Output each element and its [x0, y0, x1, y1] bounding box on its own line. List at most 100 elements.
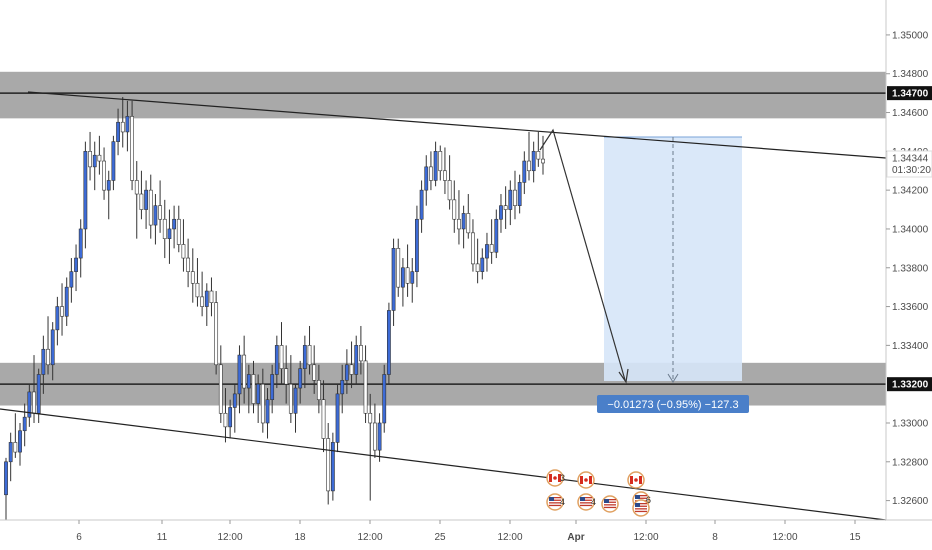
candle-body: [344, 364, 349, 381]
candle-body: [148, 189, 153, 226]
candle-body: [424, 166, 429, 191]
price-scale[interactable]: 1.350001.348001.346001.344001.342001.340…: [886, 30, 929, 507]
candle-body: [377, 422, 382, 451]
y-tick-label: 1.34000: [892, 224, 929, 235]
canada-flag-icon[interactable]: [577, 471, 595, 489]
candle-body: [372, 422, 377, 451]
resistance-zone: [0, 71, 886, 119]
economic-events[interactable]: 3 4 4 6: [546, 469, 651, 517]
x-tick-label: 18: [294, 532, 306, 543]
svg-text:1.34344: 1.34344: [892, 154, 929, 165]
candle-body: [307, 345, 312, 366]
candle-body: [246, 374, 251, 389]
candle-body: [153, 205, 158, 226]
candle-body: [158, 205, 162, 220]
candle-body: [74, 257, 78, 272]
candle-body: [256, 383, 261, 404]
x-tick-label: 12:00: [217, 532, 242, 543]
position-result-label[interactable]: −0.01273 (−0.95%) −127.3: [597, 395, 749, 413]
x-tick-label: Apr: [567, 532, 584, 543]
us-flag-icon[interactable]: [632, 499, 650, 517]
candle-body: [274, 345, 279, 375]
candle-body: [46, 348, 50, 366]
canada-flag-icon[interactable]: [627, 471, 645, 489]
candle-body: [88, 151, 92, 168]
candle-body: [480, 257, 485, 272]
y-tick-label: 1.34800: [892, 69, 929, 80]
candle-body: [32, 391, 36, 414]
event-count: 4: [591, 497, 596, 507]
candle-body: [214, 302, 219, 366]
candle-body: [382, 374, 387, 424]
current-price-label: 1.34344 01:30:20: [886, 150, 932, 178]
candle-body: [209, 290, 214, 303]
us-flag-icon[interactable]: 4: [546, 493, 565, 511]
candle-body: [83, 151, 88, 230]
candle-body: [181, 244, 186, 259]
support-price-label: 1.33200: [887, 377, 932, 392]
candle-body: [419, 189, 424, 220]
x-tick-label: 11: [157, 532, 168, 543]
candle-body: [321, 399, 326, 439]
candle-body: [242, 354, 247, 389]
x-tick-label: 6: [76, 532, 82, 543]
svg-text:1.33200: 1.33200: [892, 380, 929, 391]
x-tick-label: 12:00: [357, 532, 382, 543]
projection-arrowhead: [618, 368, 629, 384]
resistance-price-label: 1.34700: [887, 86, 932, 101]
candle-body: [13, 442, 18, 453]
candle-body: [130, 116, 134, 181]
candle-body: [471, 232, 475, 265]
candle-body: [513, 189, 517, 206]
candle-body: [354, 345, 359, 375]
y-tick-label: 1.34600: [892, 108, 929, 119]
candle-body: [494, 218, 499, 253]
candle-body: [401, 267, 405, 288]
candle-body: [36, 374, 41, 414]
candle-body: [204, 290, 209, 307]
candle-body: [340, 379, 345, 395]
candle-body: [120, 121, 125, 133]
candle-body: [429, 166, 433, 181]
candles: [4, 97, 545, 520]
x-tick-label: 12:00: [633, 532, 658, 543]
us-flag-icon[interactable]: 4: [577, 493, 596, 511]
y-tick-label: 1.33000: [892, 418, 929, 429]
svg-text:1.34700: 1.34700: [892, 89, 929, 100]
candle-body: [368, 412, 373, 424]
time-scale[interactable]: 6 11 12:00 18 12:00 25 12:00 Apr 12:00 8 12:00 15: [76, 520, 861, 543]
candle-body: [125, 116, 130, 133]
candle-body: [172, 218, 177, 230]
candle-body: [18, 430, 22, 453]
trend-drawings: [0, 91, 887, 521]
lower-channel-line: [0, 408, 887, 521]
candle-body: [284, 368, 289, 385]
event-count: 3: [560, 473, 565, 483]
candle-body: [223, 412, 228, 428]
candle-body: [461, 213, 466, 230]
candle-body: [517, 182, 522, 206]
candle-body: [27, 391, 32, 418]
candle-body: [447, 180, 452, 201]
candle-body: [176, 218, 181, 245]
canada-flag-icon[interactable]: 3: [546, 469, 565, 487]
candle-body: [387, 310, 391, 375]
candle-body: [144, 189, 148, 210]
candle-body: [228, 407, 233, 428]
candle-body: [41, 348, 46, 375]
candle-body: [316, 379, 321, 401]
candle-body: [508, 189, 513, 210]
projection-arrow: [539, 128, 626, 381]
us-flag-icon[interactable]: [601, 495, 619, 513]
candle-body: [302, 345, 307, 369]
candle-body: [433, 151, 438, 181]
y-tick-label: 1.33800: [892, 263, 929, 274]
candle-body: [195, 282, 200, 298]
y-tick-label: 1.33400: [892, 341, 929, 352]
candle-body: [102, 160, 106, 191]
x-tick-label: 15: [849, 532, 861, 543]
candle-body: [457, 218, 461, 230]
candle-body: [475, 263, 480, 272]
x-tick-label: 25: [434, 532, 446, 543]
